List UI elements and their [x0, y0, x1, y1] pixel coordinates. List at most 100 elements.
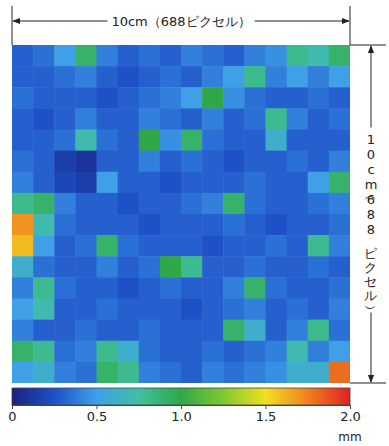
heat-cell [223, 235, 245, 257]
heat-cell [12, 299, 34, 321]
heat-cell [223, 214, 245, 236]
tick: 1.0 [171, 405, 192, 424]
heat-cell [266, 299, 288, 321]
heat-cell [139, 45, 161, 67]
heat-cell [54, 235, 76, 257]
heat-cell [33, 130, 55, 152]
heat-cell [329, 193, 350, 215]
heat-cell [54, 130, 76, 152]
dimensions: 10cm（688ピクセル）10cm（688ピクセル） [12, 6, 386, 383]
heat-cell [12, 341, 34, 363]
heat-cell [139, 172, 161, 194]
heat-cell [181, 66, 203, 88]
heat-cell [308, 235, 330, 257]
tick: 0 [8, 405, 16, 424]
heat-cell [33, 320, 55, 342]
heat-cell [266, 320, 288, 342]
heat-cell [160, 45, 182, 67]
heat-cell [329, 45, 350, 67]
heat-cell [160, 299, 182, 321]
heat-cell [33, 151, 55, 173]
heat-cell [118, 87, 140, 109]
heat-cell [75, 66, 97, 88]
heat-cell [54, 45, 76, 67]
heat-cell [139, 193, 161, 215]
tick: 2.0 [340, 405, 361, 424]
heat-cell [97, 45, 119, 67]
heat-cell [287, 362, 309, 383]
heat-cell [118, 130, 140, 152]
heat-cell [160, 362, 182, 383]
heat-cell [244, 172, 266, 194]
heat-cell [181, 193, 203, 215]
heat-cell [244, 108, 266, 130]
tick: 0.5 [87, 405, 108, 424]
heat-cell [181, 130, 203, 152]
heat-cell [97, 130, 119, 152]
heat-cell [202, 214, 224, 236]
heat-cell [308, 193, 330, 215]
heat-cell [54, 362, 76, 383]
heat-cell [160, 66, 182, 88]
heat-cell [202, 108, 224, 130]
heat-cell [75, 299, 97, 321]
heat-cell [75, 130, 97, 152]
heat-cell [75, 235, 97, 257]
heat-cell [12, 172, 34, 194]
heat-cell [12, 151, 34, 173]
heat-cell [33, 193, 55, 215]
heat-cell [160, 130, 182, 152]
heat-cell [287, 235, 309, 257]
heat-cell [329, 108, 350, 130]
heat-cell [97, 193, 119, 215]
tick-label: 0.5 [87, 409, 108, 424]
heat-cell [160, 320, 182, 342]
dimension-line [12, 6, 13, 45]
heat-cell [329, 151, 350, 173]
heat-cell [244, 320, 266, 342]
heat-cell [12, 108, 34, 130]
heat-cell [12, 362, 34, 383]
heat-cell [75, 108, 97, 130]
heat-cell [287, 341, 309, 363]
dimension-line [350, 6, 351, 45]
heat-cell [244, 362, 266, 383]
heat-cell [202, 299, 224, 321]
heat-cell [118, 362, 140, 383]
heat-cell [308, 172, 330, 194]
heat-cell [118, 151, 140, 173]
tick-label: 0 [8, 409, 16, 424]
heat-cell [308, 341, 330, 363]
heat-cell [287, 66, 309, 88]
heat-cell [308, 45, 330, 67]
heat-cell [12, 87, 34, 109]
heat-cell [33, 299, 55, 321]
heat-cell [223, 299, 245, 321]
heat-cell [75, 320, 97, 342]
heat-cell [244, 66, 266, 88]
heat-cell [12, 66, 34, 88]
heat-cell [75, 214, 97, 236]
heat-cell [202, 235, 224, 257]
heat-cell [139, 277, 161, 299]
tick-label: 1.0 [171, 409, 192, 424]
heat-cell [329, 214, 350, 236]
heat-cell [54, 214, 76, 236]
heat-cell [139, 130, 161, 152]
heat-cell [287, 172, 309, 194]
heat-cell [118, 193, 140, 215]
heat-cell [54, 341, 76, 363]
heat-cell [308, 130, 330, 152]
heat-cell [97, 341, 119, 363]
heat-cell [223, 130, 245, 152]
heat-cell [308, 362, 330, 383]
heat-cell [266, 341, 288, 363]
heat-cell [244, 87, 266, 109]
heat-cell [287, 299, 309, 321]
heat-cell [160, 172, 182, 194]
heat-cell [97, 299, 119, 321]
heat-cell [244, 214, 266, 236]
heat-cell [329, 299, 350, 321]
heat-cell [75, 277, 97, 299]
heat-cell [118, 341, 140, 363]
